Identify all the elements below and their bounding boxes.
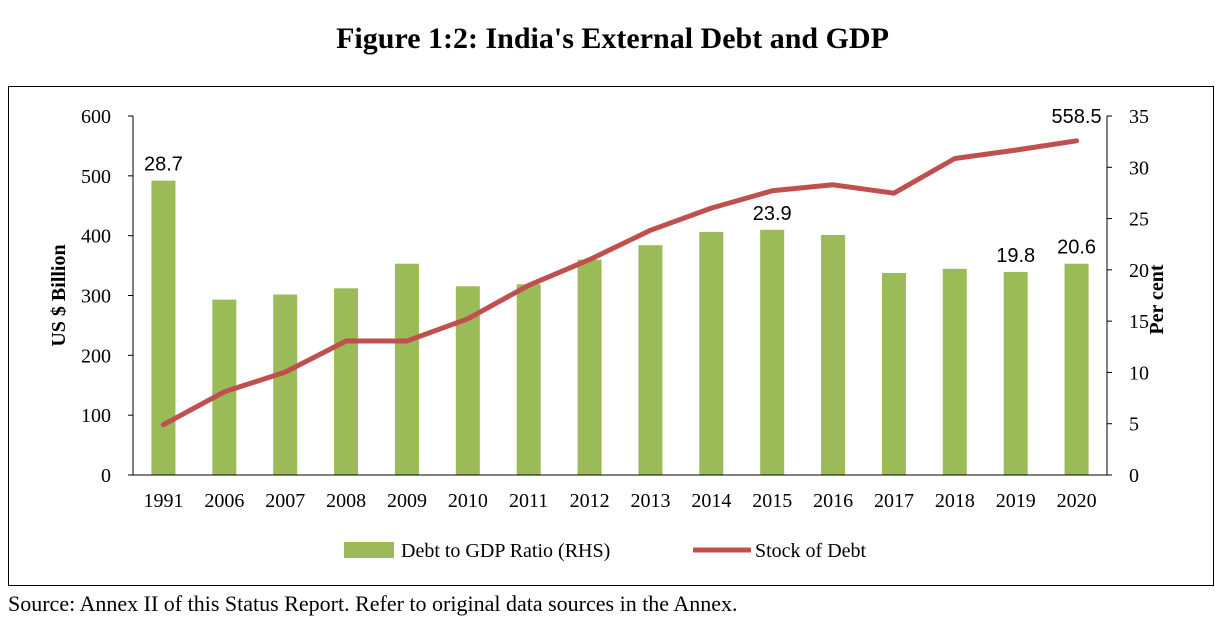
y-right-axis-title: Per cent [1146, 264, 1168, 334]
left-tick-label-200: 200 [81, 345, 111, 367]
left-tick-label-300: 300 [81, 286, 111, 308]
bar-2016 [821, 234, 846, 475]
x-tick-label-2011: 2011 [509, 490, 548, 512]
right-tick-label-10: 10 [1129, 362, 1149, 384]
source-note: Source: Annex II of this Status Report. … [8, 591, 738, 616]
x-tick-label-2013: 2013 [630, 490, 670, 512]
bar-2012 [577, 259, 602, 475]
x-tick-label-2007: 2007 [265, 490, 305, 512]
data-label-debt-to-gdp-ratio-rhs--2015: 23.9 [753, 203, 792, 225]
x-tick-label-2016: 2016 [813, 490, 853, 512]
right-tick-label-35: 35 [1129, 106, 1149, 128]
x-tick-label-1991: 1991 [143, 490, 183, 512]
left-tick-label-0: 0 [101, 465, 111, 487]
bar-2007 [273, 294, 298, 475]
bar-2014 [699, 231, 724, 475]
bar-2020 [1064, 263, 1089, 475]
right-tick-label-25: 25 [1129, 209, 1149, 231]
bar-2015 [760, 229, 785, 475]
left-tick-label-500: 500 [81, 166, 111, 188]
right-tick-label-5: 5 [1129, 414, 1139, 436]
right-tick-label-20: 20 [1129, 260, 1149, 282]
legend-label-debt-to-gdp: Debt to GDP Ratio (RHS) [401, 540, 610, 562]
y-left-axis-title: US $ Billion [48, 244, 70, 346]
right-tick-label-15: 15 [1129, 311, 1149, 333]
bars-layer [151, 180, 1089, 475]
data-label-stock-of-debt-2020: 558.5 [1052, 106, 1102, 128]
axes-layer: 0 100 200 300 400 500 600 0 5 10 15 20 25 30 35 1991 200… [48, 106, 1168, 512]
chart-title: Figure 1:2: India's External Debt and GD… [336, 22, 889, 55]
x-tick-label-2018: 2018 [935, 490, 975, 512]
x-tick-label-2015: 2015 [752, 490, 792, 512]
x-tick-label-2008: 2008 [326, 490, 366, 512]
data-label-debt-to-gdp-ratio-rhs--2019: 19.8 [996, 245, 1035, 267]
left-tick-label-100: 100 [81, 405, 111, 427]
legend-label-stock-of-debt: Stock of Debt [755, 540, 867, 562]
x-tick-label-2019: 2019 [996, 490, 1036, 512]
x-tick-label-2009: 2009 [387, 490, 427, 512]
x-tick-label-2006: 2006 [204, 490, 244, 512]
labels-layer: 28.7 23.9 19.8 20.6 558.5 [144, 106, 1102, 267]
legend-swatch-debt-to-gdp [344, 542, 394, 558]
left-tick-label-600: 600 [81, 106, 111, 128]
x-tick-label-2010: 2010 [448, 490, 488, 512]
x-tick-label-2017: 2017 [874, 490, 914, 512]
bar-2008 [334, 288, 359, 475]
chart-svg: 0 100 200 300 400 500 600 0 5 10 15 20 25 30 35 1991 200… [48, 106, 1168, 562]
x-tick-label-2012: 2012 [570, 490, 610, 512]
bar-2018 [942, 268, 967, 475]
line-layer [160, 138, 1080, 428]
data-label-debt-to-gdp-ratio-rhs--2020: 20.6 [1057, 237, 1096, 259]
bar-2011 [516, 284, 541, 475]
x-tick-label-2014: 2014 [691, 490, 731, 512]
legend-layer: Debt to GDP Ratio (RHS) Stock of Debt [344, 540, 867, 562]
bar-2017 [881, 272, 906, 475]
bar-2009 [394, 263, 419, 475]
bar-2013 [638, 245, 663, 475]
right-tick-label-30: 30 [1129, 157, 1149, 179]
bar-2019 [1003, 271, 1028, 475]
left-tick-label-400: 400 [81, 226, 111, 248]
stock-of-debt-line [160, 138, 1080, 428]
right-tick-label-0: 0 [1129, 465, 1139, 487]
chart-frame: 0 100 200 300 400 500 600 0 5 10 15 20 25 30 35 1991 200… [8, 86, 1214, 586]
data-label-debt-to-gdp-ratio-rhs--1991: 28.7 [144, 154, 183, 176]
x-tick-label-2020: 2020 [1057, 490, 1097, 512]
bar-1991 [151, 180, 176, 475]
